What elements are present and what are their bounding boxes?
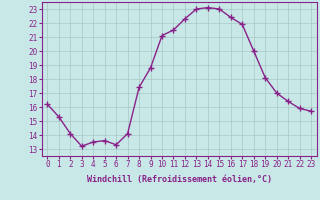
X-axis label: Windchill (Refroidissement éolien,°C): Windchill (Refroidissement éolien,°C) — [87, 175, 272, 184]
